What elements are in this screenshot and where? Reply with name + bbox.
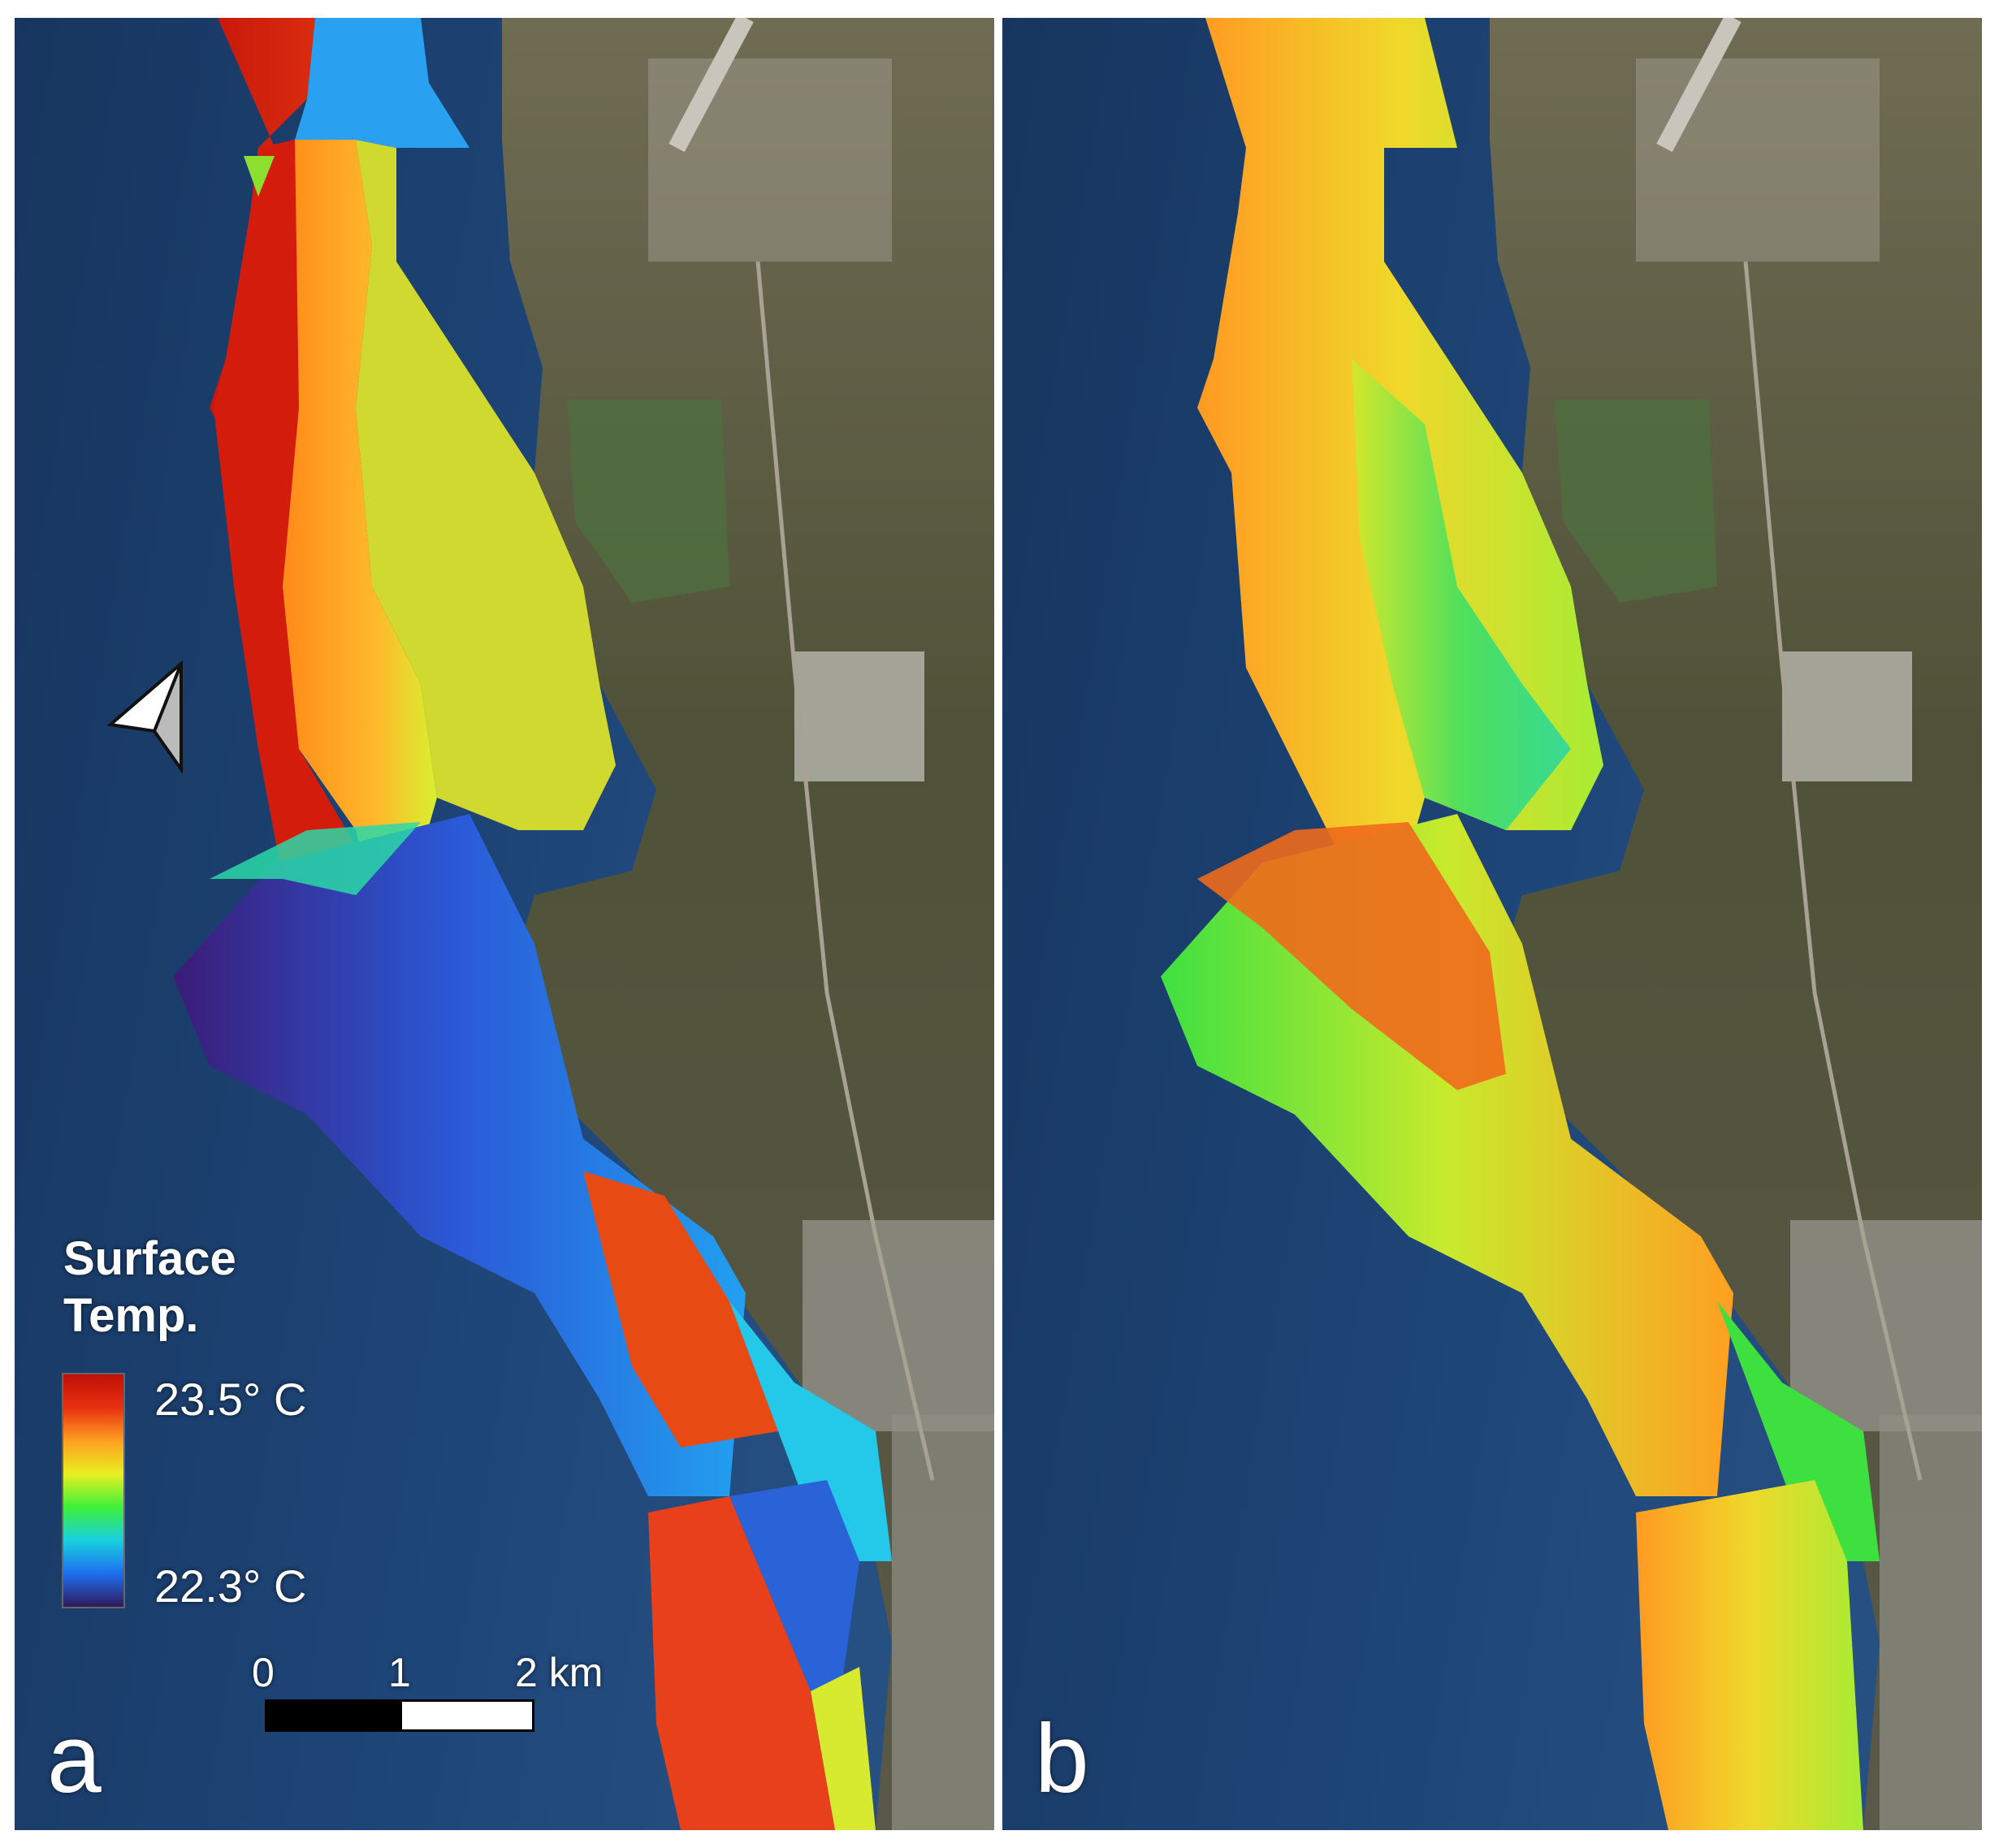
thermal-strip-south-green-b [1717,1301,1880,1561]
legend-title: Surface Temp. [63,1231,236,1344]
panel-label-b: b [1035,1704,1089,1813]
thermal-strip-south-blue [729,1480,859,1691]
thermal-strip-south-yellow [811,1667,876,1830]
map-image-a [15,18,994,1830]
industrial-area-b [1782,651,1912,781]
scale-tick-2: 2 km [515,1650,604,1695]
thermal-strip-middle-green [210,822,421,895]
map-panel-a: Surface Temp. 23.5° C 22.3° C 0 1 2 km a [15,18,994,1830]
road-a [755,261,935,1481]
thermal-strip-middle-orange-b [1197,822,1506,1090]
legend-title-line2: Temp. [63,1289,199,1342]
colorbar-max-label: 23.5° C [154,1374,307,1425]
thermal-strip-south-orange-red [648,1496,835,1830]
thermal-strip-top-blue [295,18,469,148]
golf-course-b [1555,400,1717,603]
colorbar-min-label: 22.3° C [154,1560,307,1612]
map-image-b [1002,18,1982,1830]
town-area-south-b [1880,1415,1982,1830]
scale-bar-black-segment [265,1699,400,1732]
road-b [1743,261,1923,1481]
thermal-strip-south-b [1636,1480,1863,1830]
scale-bar-white-segment [400,1699,534,1732]
thermal-strip-middle-b [1161,814,1733,1496]
thermal-strip-north-green-b [1352,359,1571,830]
airport-area-a [648,58,892,262]
thermal-strip-south-cyan [729,1301,892,1561]
thermal-strip-middle-blue [173,814,746,1496]
industrial-area-a [794,651,924,781]
runway-a [668,18,754,153]
north-arrow-icon [106,660,183,773]
panel-label-a: a [47,1704,102,1813]
airport-area-b [1636,58,1880,262]
thermal-patch-green [244,156,275,197]
thermal-strip-south-red [583,1171,778,1448]
thermal-strip-coastal-yellow [356,140,616,830]
scale-tick-1: 1 [388,1650,411,1695]
thermal-strip-north-red-outer [214,140,388,920]
map-panel-b: b [1002,18,1982,1830]
golf-course-a [567,400,729,603]
temperature-colorbar [62,1373,125,1608]
town-area-south-a [892,1415,994,1830]
legend-title-line1: Surface [63,1232,236,1285]
scale-tick-0: 0 [252,1650,275,1695]
runway-b [1656,18,1742,153]
thermal-strip-north-orange [283,140,437,911]
